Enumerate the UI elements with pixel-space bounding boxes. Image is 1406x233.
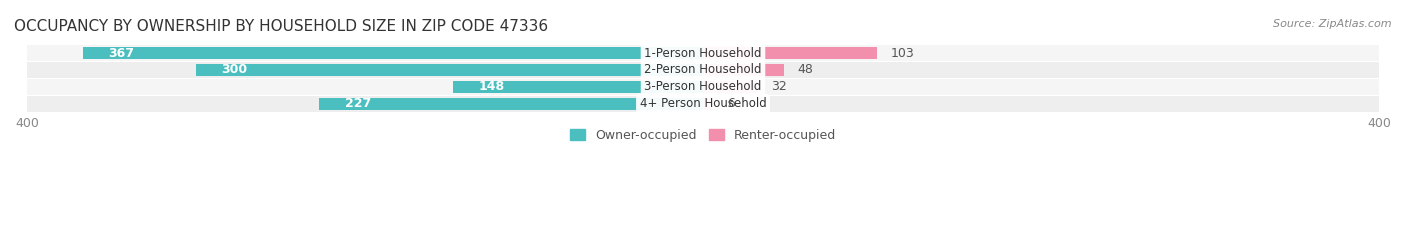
Text: 300: 300	[221, 64, 247, 76]
Text: 32: 32	[770, 80, 786, 93]
Bar	[703, 47, 877, 59]
Bar	[27, 62, 1379, 78]
Bar	[703, 98, 713, 110]
Text: OCCUPANCY BY OWNERSHIP BY HOUSEHOLD SIZE IN ZIP CODE 47336: OCCUPANCY BY OWNERSHIP BY HOUSEHOLD SIZE…	[14, 19, 548, 34]
Text: 367: 367	[108, 47, 134, 60]
Text: 2-Person Household: 2-Person Household	[644, 64, 762, 76]
Bar	[83, 47, 703, 59]
Legend: Owner-occupied, Renter-occupied: Owner-occupied, Renter-occupied	[565, 124, 841, 147]
Bar	[703, 81, 756, 93]
Bar	[27, 45, 1379, 61]
Text: 1-Person Household: 1-Person Household	[644, 47, 762, 60]
Text: 6: 6	[727, 97, 734, 110]
Bar	[27, 96, 1379, 112]
Text: 3-Person Household: 3-Person Household	[644, 80, 762, 93]
Text: 4+ Person Household: 4+ Person Household	[640, 97, 766, 110]
Text: 103: 103	[890, 47, 914, 60]
Text: 148: 148	[478, 80, 505, 93]
Bar	[195, 64, 703, 76]
Text: 48: 48	[797, 64, 814, 76]
Text: 227: 227	[344, 97, 371, 110]
Text: Source: ZipAtlas.com: Source: ZipAtlas.com	[1274, 19, 1392, 29]
Bar	[703, 64, 785, 76]
Bar	[27, 79, 1379, 95]
Bar	[319, 98, 703, 110]
Bar	[453, 81, 703, 93]
